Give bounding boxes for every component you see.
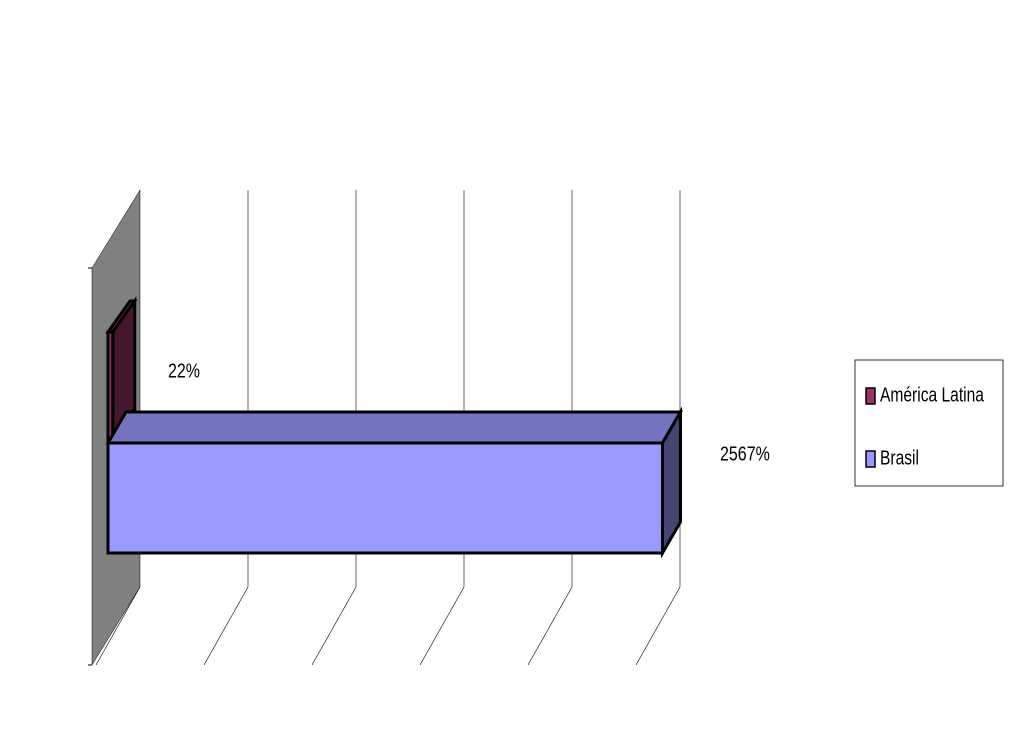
floor-line (635, 586, 681, 666)
legend-swatch (865, 450, 876, 468)
floor-line (527, 586, 573, 666)
floor-line (203, 586, 249, 666)
bar (106, 441, 664, 555)
legend-swatch (865, 387, 876, 405)
legend-box (854, 359, 1004, 487)
bar-top (105, 410, 684, 445)
floor-line (311, 586, 357, 666)
bar (106, 330, 115, 442)
floor-line (95, 586, 141, 666)
data-label: 22% (168, 360, 200, 382)
floor-line (419, 586, 465, 666)
data-label: 2567% (720, 443, 770, 465)
legend-label: América Latina (880, 383, 984, 405)
legend-label: Brasil (880, 446, 919, 468)
